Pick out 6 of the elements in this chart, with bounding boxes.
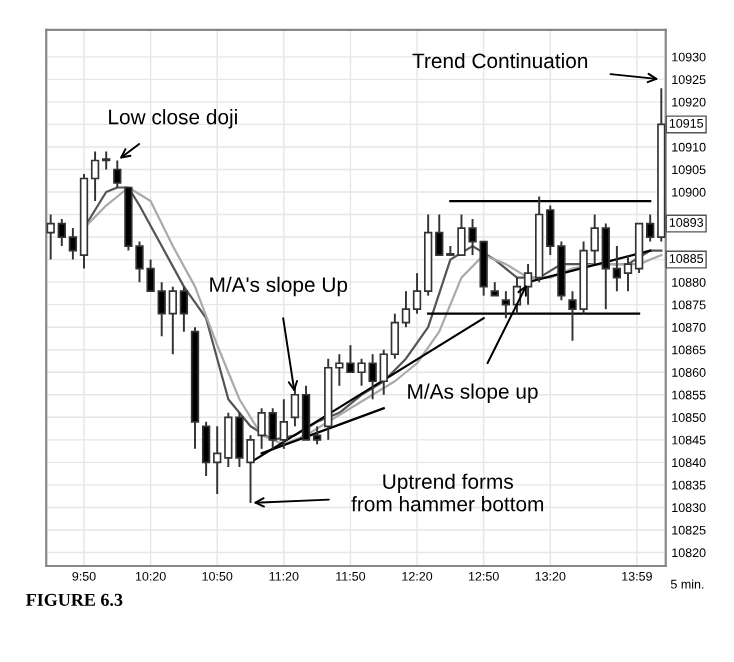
text: FIGURE 6.3 (26, 593, 123, 606)
annotation: Trend Continuation (412, 52, 588, 69)
annotation: M/As slope up (408, 383, 538, 403)
annotation: Uptrend forms from hammer bottom (351, 473, 544, 512)
annotation: M/A's slope Up (210, 276, 348, 297)
annotation: Low close doji (109, 109, 237, 129)
